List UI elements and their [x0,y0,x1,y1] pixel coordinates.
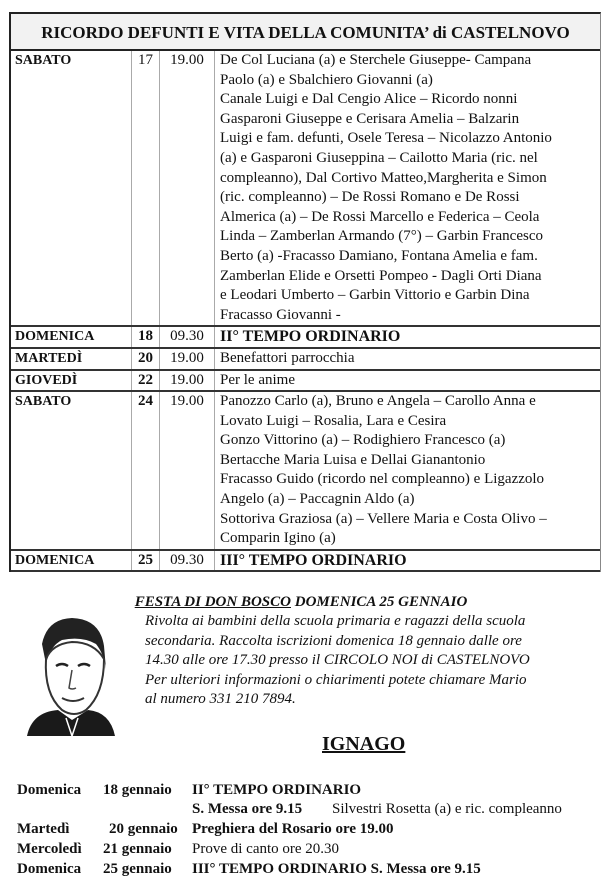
ignago-day: Martedì [17,821,70,837]
intentions-cell: Panozzo Carlo (a), Bruno e Angela – Caro… [215,392,600,549]
ignago-text: S. Messa ore 9.15 [192,801,303,817]
intentions-cell: De Col Luciana (a) e Sterchele Giuseppe-… [215,51,600,325]
day-cell: MARTEDÌ [11,348,132,369]
time-cell: 19.00 [160,392,215,549]
festa-line: Rivolta ai bambini della scuola primaria… [145,613,526,629]
ignago-text: Prove di canto ore 20.30 [192,841,340,857]
ignago-title: IGNAGO [322,733,406,755]
date-cell: 20 [132,348,160,369]
intention-line: Gasparoni Giuseppe e Cerisara Amelia – B… [220,110,520,127]
intentions-cell: III° TEMPO ORDINARIO [215,551,600,571]
intentions-cell: Benefattori parrocchia [215,349,600,369]
intention-line: Fracasso Giovanni - [220,306,341,323]
day-cell: DOMENICA [11,550,132,571]
intention-line: Paolo (a) e Sbalchiero Giovanni (a) [220,71,433,88]
day-cell: SABATO [11,392,132,549]
intention-line: e Leodari Umberto – Garbin Vittorio e Ga… [220,287,530,304]
intention-line: (a) e Gasparoni Giuseppina – Cailotto Ma… [220,149,538,166]
intention-line: compleanno), Dal Cortivo Matteo,Margheri… [220,169,547,186]
ignago-text: III° TEMPO ORDINARIO S. Messa ore 9.15 [192,861,481,877]
schedule-row: DOMENICA 25 09.30 III° TEMPO ORDINARIO [11,550,600,573]
intention-line: Linda – Zamberlan Armando (7°) – Garbin … [220,228,543,245]
schedule-row: SABATO 24 19.00 Panozzo Carlo (a), Bruno… [11,392,600,551]
time-cell: 09.30 [160,327,215,347]
day-cell: GIOVEDÌ [11,370,132,391]
intention-line: Luigi e fam. defunti, Osele Teresa – Nic… [220,130,552,147]
ignago-date: 18 gennaio [103,782,172,798]
schedule-row: SABATO 17 19.00 De Col Luciana (a) e Ster… [11,51,600,328]
intention-line: Zamberlan Elide e Orsetti Pompeo - Dagli… [220,267,542,284]
date-cell: 17 [132,51,160,326]
festa-title-rest: DOMENICA 25 GENNAIO [291,594,468,610]
intentions-cell: II° TEMPO ORDINARIO [215,327,600,347]
intention-line: Angelo (a) – Paccagnin Aldo (a) [220,491,415,508]
intentions-cell: Per le anime [215,371,600,391]
intention-line: Gonzo Vittorino (a) – Rodighiero Frances… [220,432,506,449]
date-cell: 24 [132,392,160,549]
date-cell: 18 [132,327,160,347]
time-cell: 19.00 [160,370,215,391]
intention-line: Bertacche Maria Luisa e Dellai Giananton… [220,451,486,468]
date-cell: 25 [132,550,160,571]
ignago-date: 21 gennaio [103,841,172,857]
ignago-date: 20 gennaio [109,821,178,837]
intention-line: Lovato Luigi – Rosalia, Lara e Cesira [220,412,447,429]
intention-line: Almerica (a) – De Rossi Marcello e Feder… [220,208,540,225]
schedule-row: GIOVEDÌ 22 19.00 Per le anime [11,370,600,393]
ignago-date: 25 gennaio [103,861,172,877]
day-cell: DOMENICA [11,327,132,347]
festa-description: Rivolta ai bambini della scuola primaria… [145,612,530,710]
ignago-text: Preghiera del Rosario ore 19.00 [192,821,394,837]
intention-line: Comparin Igino (a) [220,530,336,547]
intention-line: Canale Luigi e Dal Cengio Alice – Ricord… [220,91,518,108]
ignago-text: II° TEMPO ORDINARIO [192,782,362,798]
time-cell: 19.00 [160,348,215,369]
intention-line: Berto (a) -Fracasso Damiano, Fontana Ame… [220,247,538,264]
intention-line: Per le anime [220,371,295,388]
ignago-day: Domenica [17,861,82,877]
intention-line: (ric. compleanno) – De Rossi Romano e De… [220,189,520,206]
date-cell: 22 [132,370,160,391]
intention-line: Fracasso Guido (ricordo nel compleanno) … [220,471,545,488]
ignago-day: Mercoledì [17,841,82,857]
festa-line: al numero 331 210 7894. [145,691,296,707]
intention-line: De Col Luciana (a) e Sterchele Giuseppe-… [220,52,532,68]
festa-line: 14.30 alle ore 17.30 presso il CIRCOLO N… [145,652,530,668]
intention-line: Benefattori parrocchia [220,349,355,366]
festa-title: FESTA DI DON BOSCO DOMENICA 25 GENNAIO [0,594,602,611]
don-bosco-portrait-image [27,618,115,736]
schedule-row: DOMENICA 18 09.30 II° TEMPO ORDINARIO [11,327,600,349]
schedule-row: MARTEDÌ 20 19.00 Benefattori parrocchia [11,348,600,371]
mass-schedule-table: RICORDO DEFUNTI E VITA DELLA COMUNITA’ d… [9,12,601,573]
festa-line: secondaria. Raccolta iscrizioni domenica… [145,632,522,649]
day-cell: SABATO [11,51,132,326]
festa-line: Per ulteriori informazioni o chiarimenti… [145,671,527,688]
intention-line: Sottoriva Graziosa (a) – Vellere Maria e… [220,510,547,527]
ignago-day: Domenica [17,782,82,798]
time-cell: 09.30 [160,550,215,571]
intention-line: II° TEMPO ORDINARIO [220,328,401,346]
table-title: RICORDO DEFUNTI E VITA DELLA COMUNITA’ d… [11,14,600,51]
festa-title-underlined: FESTA DI DON BOSCO [134,594,291,610]
ignago-extra: Silvestri Rosetta (a) e ric. compleanno [332,801,562,817]
intention-line: Panozzo Carlo (a), Bruno e Angela – Caro… [220,393,536,410]
time-cell: 19.00 [160,51,215,326]
intention-line: III° TEMPO ORDINARIO [220,551,407,569]
